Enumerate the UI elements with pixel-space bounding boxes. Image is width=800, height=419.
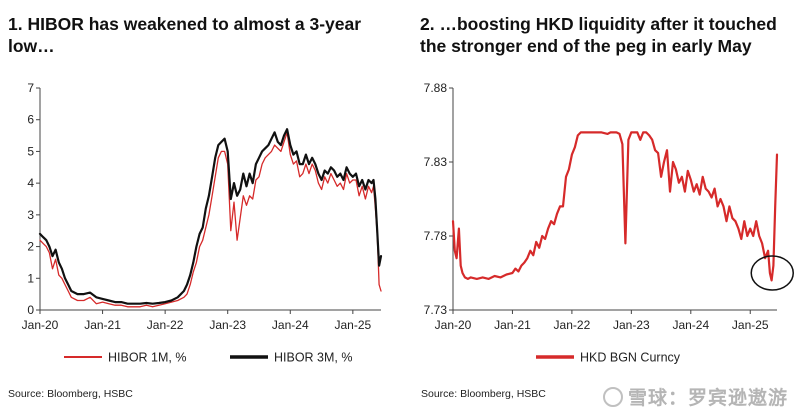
- x-tick-label: Jan-20: [435, 318, 472, 332]
- x-tick-label: Jan-23: [209, 318, 246, 332]
- left-chart-source: Source: Bloomberg, HSBC: [8, 388, 133, 400]
- y-tick-label: 7.73: [424, 303, 448, 317]
- y-tick-label: 7.78: [424, 229, 448, 243]
- y-tick-label: 4: [27, 176, 34, 190]
- snowball-logo-icon: [602, 386, 623, 407]
- y-tick-label: 7.83: [424, 155, 448, 169]
- legend-label: HIBOR 1M, %: [108, 351, 187, 365]
- watermark-text: 雪球：罗宾逊遨游: [627, 388, 788, 409]
- series-line-hibor-1m: [39, 131, 382, 308]
- right-chart-source: Source: Bloomberg, HSBC: [421, 388, 546, 400]
- x-tick-label: Jan-22: [147, 318, 184, 332]
- annotation-circle: [750, 255, 794, 291]
- y-tick-label: 6: [27, 113, 34, 127]
- y-tick-label: 1: [27, 271, 34, 285]
- x-tick-label: Jan-21: [84, 318, 121, 332]
- series-line-hkd-bgn-curncy: [451, 131, 779, 282]
- x-tick-label: Jan-22: [554, 318, 591, 332]
- hibor-line-chart: 0 1 2 3 4 5 6 7 Jan-20 Jan-21 Jan-22 Jan-23 Jan-24 Ja…: [22, 81, 383, 365]
- x-tick-label: Jan-24: [272, 318, 309, 332]
- x-tick-label: Jan-24: [672, 318, 709, 332]
- legend-label: HKD BGN Curncy: [580, 351, 681, 365]
- right-chart-title-line-2: the stronger end of the peg in early May: [420, 36, 752, 56]
- y-tick-label: 7.88: [424, 81, 448, 95]
- x-tick-label: Jan-25: [334, 318, 371, 332]
- x-tick-label: Jan-21: [494, 318, 531, 332]
- y-tick-label: 5: [27, 144, 34, 158]
- left-chart-title-line-1: 1. HIBOR has weakened to almost a 3-year: [8, 14, 362, 34]
- legend-label: HIBOR 3M, %: [274, 351, 353, 365]
- left-chart-title-line-2: low…: [8, 36, 55, 56]
- right-chart-panel: 2. …boosting HKD liquidity after it touc…: [400, 0, 800, 419]
- watermark: 雪球：罗宾逊遨游: [602, 383, 788, 410]
- left-chart-panel: 1. HIBOR has weakened to almost a 3-year…: [8, 13, 388, 400]
- x-tick-label: Jan-20: [22, 318, 59, 332]
- y-tick-label: 0: [27, 303, 34, 317]
- y-tick-label: 7: [27, 81, 34, 95]
- right-chart-title: 2. …boosting HKD liquidity after it touc…: [420, 13, 800, 57]
- y-tick-label: 2: [27, 240, 34, 254]
- right-chart-title-line-1: 2. …boosting HKD liquidity after it touc…: [420, 14, 777, 34]
- left-chart-title: 1. HIBOR has weakened to almost a 3-year…: [8, 13, 388, 57]
- y-tick-label: 3: [27, 208, 34, 222]
- hkd-line-chart: 7.73 7.78 7.83 7.88 Jan-20 Jan-21 Jan-22 Jan-23…: [424, 81, 794, 365]
- x-tick-label: Jan-25: [732, 318, 769, 332]
- x-tick-label: Jan-23: [613, 318, 650, 332]
- series-line-hibor-3m: [38, 128, 383, 305]
